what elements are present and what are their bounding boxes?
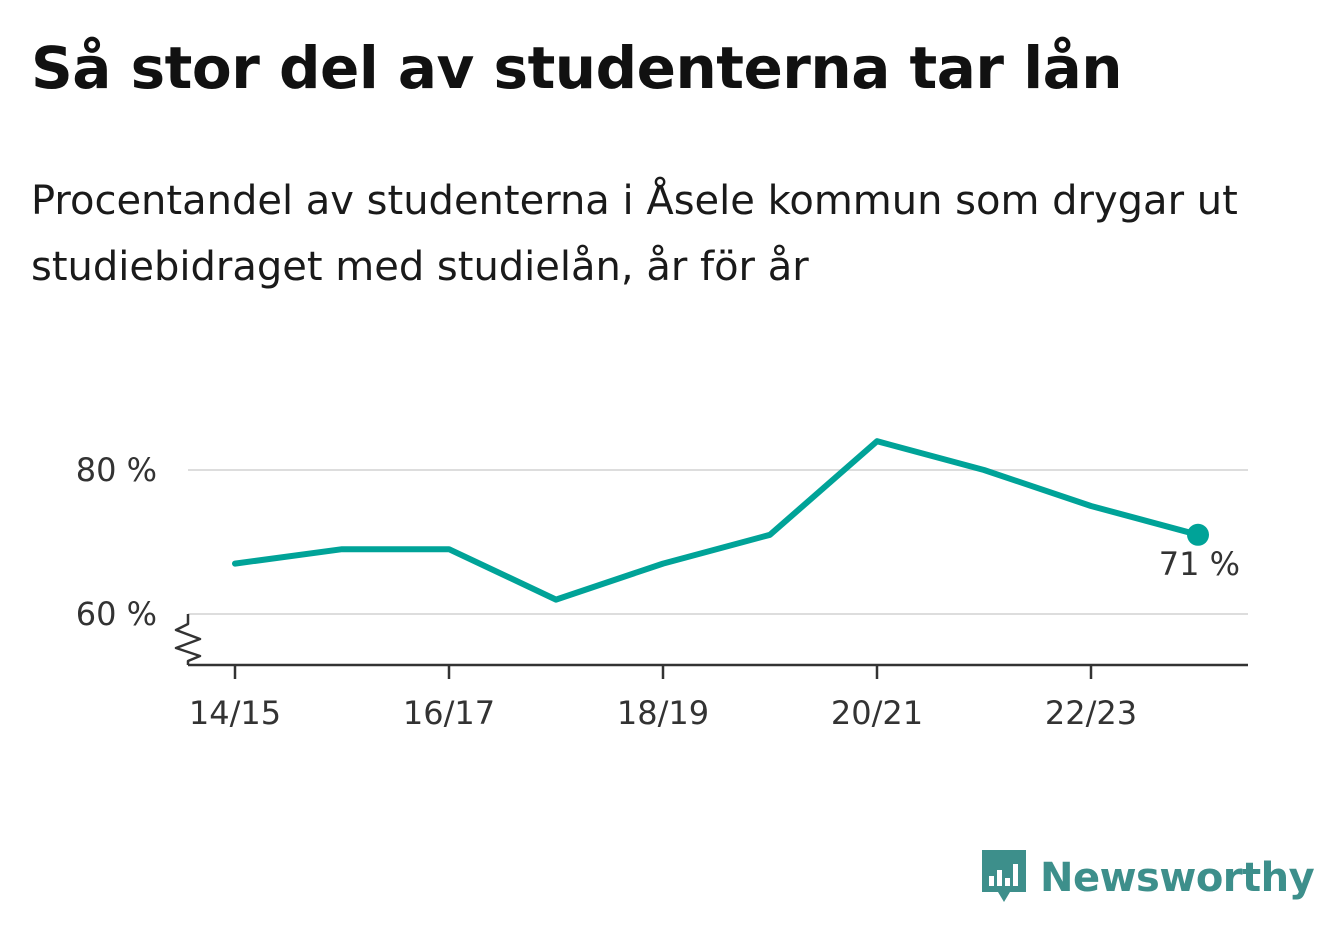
x-tick-label: 14/15 [189,694,281,732]
chart-subtitle: Procentandel av studenterna i Åsele komm… [31,178,1238,290]
chart-title: Så stor del av studenterna tar lån [31,34,1123,102]
x-tick-label: 18/19 [617,694,709,732]
x-tick-label: 16/17 [403,694,495,732]
last-point-marker [1187,523,1209,546]
newsworthy-logo-icon [982,850,1026,902]
y-tick-label: 80 % [76,451,157,489]
y-tick-label: 60 % [76,595,157,633]
brand-logo: Newsworthy [980,848,1315,908]
series-line [232,438,1201,603]
last-value-label: 71 % [1159,545,1240,583]
brand-name: Newsworthy [1040,855,1315,901]
x-tick-label: 20/21 [831,694,923,732]
x-tick-label: 22/23 [1045,694,1137,732]
axis-break-icon [174,614,202,665]
